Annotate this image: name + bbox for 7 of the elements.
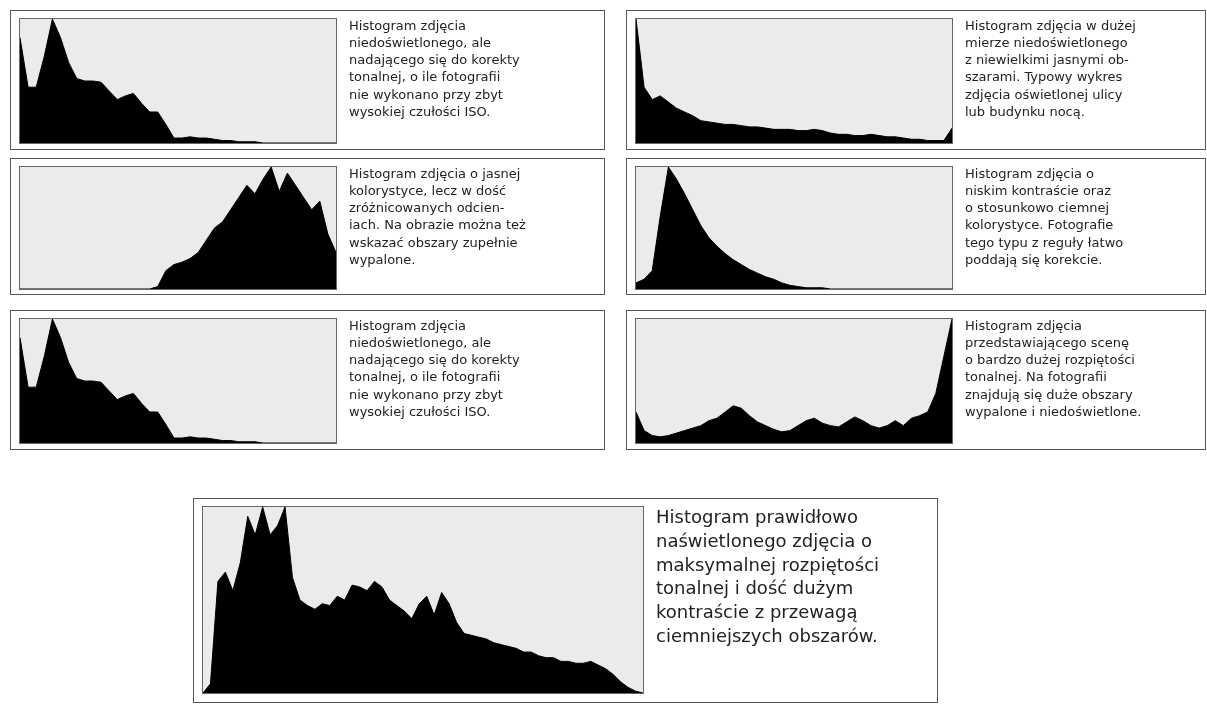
text: Histogram zdjęcia niedoświetlonego, ale nadającego się do korekty tonalnej, o ile fotografii nie wykonano przy zbyt wysokiej czułości ISO. bbox=[349, 317, 521, 420]
text: Histogram zdjęcia niedoświetlonego, ale nadającego się do korekty tonalnej, o ile fotografii nie wykonano przy zbyt wysokiej czułości ISO. bbox=[349, 17, 521, 120]
text: Histogram zdjęcia w dużej mierze niedoświetlonego z niewielkimi jasnymi ob- szarami. Typowy wykres zdjęcia oświetlonej ulicy lub budynku nocą. bbox=[965, 17, 1137, 120]
text: Histogram zdjęcia przedstawiającego scenę o bardzo dużej rozpiętości tonalnej. Na fotografii znajdują się duże obszary wypalone i niedoświetlone. bbox=[965, 317, 1143, 420]
text: Histogram prawidłowo naświetlonego zdjęcia o maksymalnej rozpiętości tonalnej i dość dużym kontraście z przewagą ciemniejszych obszarów. bbox=[656, 505, 881, 648]
text: Histogram zdjęcia o jasnej kolorystyce, lecz w dość zróżnicowanych odcien- iach. Na obrazie można też wskazać obszary zupełnie wypalone. bbox=[349, 165, 527, 268]
text: Histogram zdjęcia o niskim kontraście oraz o stosunkowo ciemnej kolorystyce. Fotografie tego typu z reguły łatwo poddają się korekcie. bbox=[965, 165, 1125, 268]
